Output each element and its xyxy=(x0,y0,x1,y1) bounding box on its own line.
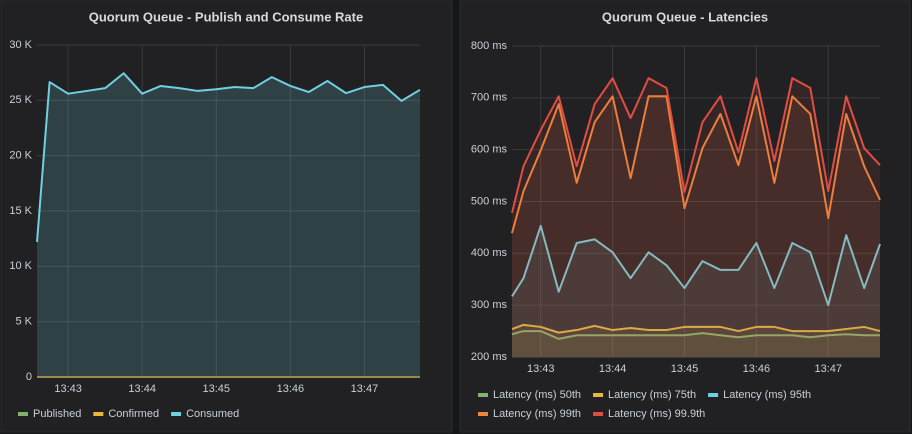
series-area xyxy=(512,225,880,357)
legend-label: Latency (ms) 99th xyxy=(493,408,581,420)
x-tick-label: 13:46 xyxy=(277,383,305,395)
x-tick-label: 13:47 xyxy=(351,383,379,395)
legend-swatch xyxy=(171,412,182,416)
y-tick-label: 800 ms xyxy=(471,40,508,52)
y-tick-label: 30 K xyxy=(9,39,32,51)
y-tick-label: 500 ms xyxy=(471,195,508,207)
legend-swatch xyxy=(478,393,488,397)
x-tick-label: 13:46 xyxy=(743,363,771,375)
series-line xyxy=(511,77,881,214)
y-tick-label: 400 ms xyxy=(471,247,508,259)
series-area xyxy=(512,78,880,358)
x-tick-label: 13:47 xyxy=(814,363,842,375)
y-tick-label: 25 K xyxy=(9,94,32,106)
y-tick-label: 5 K xyxy=(15,316,32,328)
y-tick-label: 10 K xyxy=(9,260,32,272)
panel xyxy=(0,0,453,433)
series-line xyxy=(511,323,881,334)
legend-swatch xyxy=(708,393,719,397)
x-tick-label: 13:43 xyxy=(54,383,82,395)
x-tick-label: 13:43 xyxy=(527,363,555,375)
legend-label: Consumed xyxy=(186,408,239,420)
series-line xyxy=(36,72,421,243)
panel-title: Quorum Queue - Publish and Consume Rate xyxy=(89,9,363,24)
y-tick-label: 300 ms xyxy=(471,299,508,311)
y-tick-label: 200 ms xyxy=(471,351,508,363)
series-line xyxy=(511,330,880,340)
legend-label: Latency (ms) 99.9th xyxy=(608,408,705,420)
legend-swatch xyxy=(593,393,604,397)
x-tick-label: 13:44 xyxy=(599,363,627,375)
legend-label: Latency (ms) 95th xyxy=(723,389,811,401)
legend-label: Latency (ms) 50th xyxy=(493,389,581,401)
y-tick-label: 20 K xyxy=(9,150,32,162)
x-tick-label: 13:45 xyxy=(671,363,699,375)
panel-title: Quorum Queue - Latencies xyxy=(602,9,768,24)
series-line xyxy=(511,224,881,307)
legend-label: Published xyxy=(33,408,81,420)
x-tick-label: 13:45 xyxy=(203,383,231,395)
y-tick-label: 0 xyxy=(26,371,32,383)
legend-swatch xyxy=(478,412,488,416)
y-tick-label: 600 ms xyxy=(471,144,508,156)
y-tick-label: 700 ms xyxy=(471,92,508,104)
series-area xyxy=(512,324,880,357)
series-area xyxy=(512,96,880,358)
y-tick-label: 15 K xyxy=(9,205,32,217)
legend-swatch xyxy=(593,412,604,416)
series-area xyxy=(512,331,880,357)
series-area xyxy=(37,73,420,377)
legend-label: Confirmed xyxy=(108,408,159,420)
legend-swatch xyxy=(18,412,28,416)
legend-label: Latency (ms) 75th xyxy=(608,389,696,401)
legend-swatch xyxy=(93,412,104,416)
x-tick-label: 13:44 xyxy=(128,383,156,395)
series-line xyxy=(511,95,881,234)
